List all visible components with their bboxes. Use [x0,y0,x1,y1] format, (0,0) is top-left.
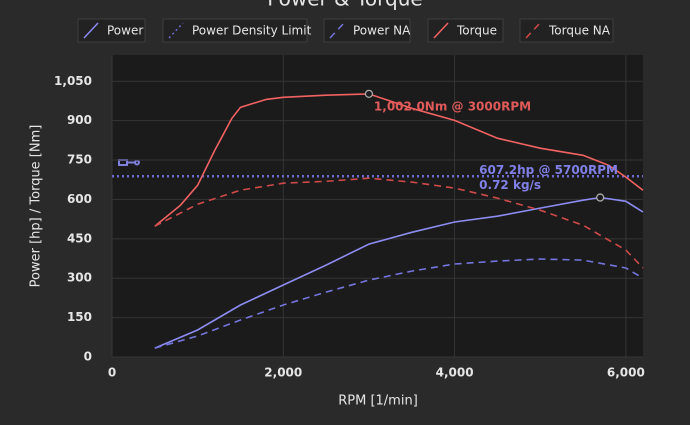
legend-label: Torque [456,24,497,38]
annotation-sublabel: 0.72 kg/s [479,178,541,192]
y-tick-label: 450 [67,231,92,245]
legend-swatch [525,22,541,39]
legend-swatch [433,22,449,39]
legend-box [323,18,411,43]
legend-item: Power Density Limit [162,18,312,43]
annotation-label: 1,002.0Nm @ 3000RPM [374,99,531,113]
y-tick-label: 1,050 [54,74,92,88]
y-tick-label: 300 [67,271,92,285]
y-tick-label: 900 [67,113,92,127]
legend-item: Torque NA [519,18,614,43]
annotation-marker [596,193,605,202]
legend-swatch [329,22,345,39]
y-tick-label: 0 [84,350,92,364]
x-axis-label: RPM [1/min] [338,394,418,409]
series-line [154,93,644,227]
series-line [154,177,644,269]
chart-title: Power & Torque [267,0,422,11]
legend-box [162,18,308,43]
x-tick-label: 2,000 [264,366,302,380]
annotation-marker [364,89,374,99]
legend-swatch [168,22,184,39]
legend-swatch [83,22,99,39]
legend-label: Power [107,24,143,38]
legend-item: Power NA [323,18,411,43]
y-tick-label: 750 [67,153,92,167]
series-line [154,258,644,349]
x-tick-label: 0 [108,366,116,380]
annotation-label: 607.2hp @ 5700RPM [479,163,618,177]
y-axis-label: Power [hp] / Torque [Nm] [29,125,44,288]
legend-item: Power [77,18,146,43]
y-tick-label: 600 [67,192,92,206]
legend-box [77,18,146,43]
legend-box [519,18,614,43]
legend-label: Power NA [353,24,411,38]
x-tick-label: 6,000 [607,366,645,380]
legend-label: Torque NA [548,24,611,38]
y-tick-label: 150 [67,310,92,324]
legend-label: Power Density Limit [192,24,312,38]
x-tick-label: 4,000 [436,366,474,380]
legend-item: Torque [427,18,504,43]
